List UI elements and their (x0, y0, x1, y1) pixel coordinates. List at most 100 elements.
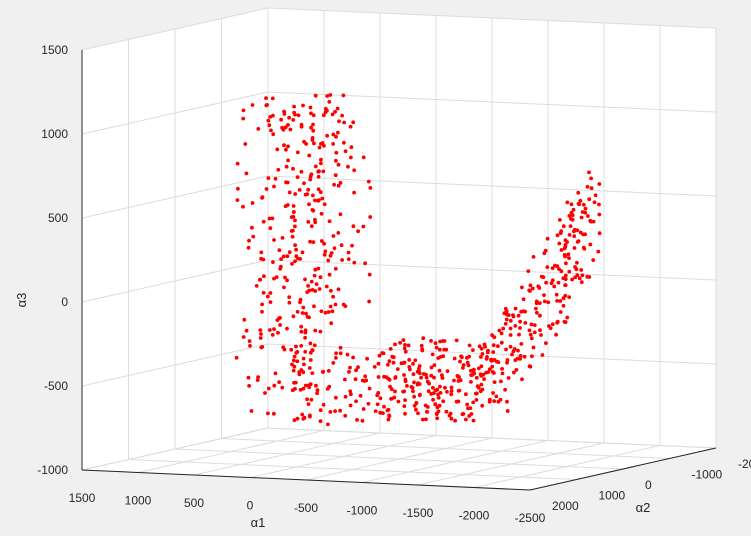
scatter-point (256, 375, 260, 379)
scatter-point (295, 150, 300, 155)
scatter-point (301, 103, 305, 108)
y-axis-label: α2 (636, 500, 651, 515)
scatter-point (467, 343, 472, 348)
scatter-point (292, 418, 297, 423)
scatter-point (299, 124, 304, 129)
scatter-point (558, 231, 563, 236)
scatter-point (235, 161, 240, 166)
scatter-point (377, 353, 382, 358)
scatter-point (327, 219, 332, 224)
scatter-point (353, 377, 358, 382)
scatter-point (313, 217, 317, 222)
scatter-point (452, 356, 457, 361)
scatter-point (309, 172, 314, 177)
scatter-point (443, 385, 447, 390)
scatter-point (572, 234, 577, 239)
scatter-point (307, 153, 312, 158)
scatter-point (433, 402, 438, 407)
scatter-point (580, 273, 585, 278)
scatter-point (349, 155, 353, 160)
scatter-point (490, 333, 494, 338)
scatter-point (299, 329, 304, 334)
scatter-point (322, 252, 327, 257)
scatter-point (249, 409, 254, 413)
scatter-point (490, 370, 495, 374)
x-axis-line (81, 469, 531, 491)
scatter-point (407, 365, 412, 369)
scatter-point (280, 236, 285, 240)
scatter-point (291, 118, 296, 122)
scatter-point (418, 392, 422, 397)
scatter-point (311, 122, 315, 127)
scatter-point (304, 142, 308, 146)
scatter-point (300, 412, 305, 417)
scatter-point (317, 145, 322, 150)
scatter-point (567, 233, 572, 237)
scatter-point (269, 128, 273, 133)
scatter-point (513, 306, 518, 311)
scatter-point (303, 328, 308, 333)
scatter-point (266, 118, 271, 123)
scatter-point (291, 166, 295, 171)
scatter-point (270, 96, 275, 101)
scatter-point (491, 343, 496, 348)
scatter-point (318, 190, 323, 195)
scatter-point (319, 161, 323, 166)
scatter-point (378, 410, 383, 415)
scatter-point (354, 399, 358, 404)
scatter-point (573, 265, 577, 269)
scatter-point (304, 311, 308, 316)
z-tick-label: -1000 (37, 463, 68, 477)
scatter-point (326, 258, 331, 263)
scatter-point (550, 322, 555, 327)
scatter-point (312, 141, 316, 146)
left-grid-line (81, 259, 269, 303)
scatter-point (390, 354, 395, 359)
scatter-point (376, 391, 381, 395)
x-tick-label: 1000 (125, 494, 152, 508)
scatter-point (256, 126, 261, 131)
scatter-point (585, 184, 590, 189)
scatter-point (401, 389, 405, 394)
scatter-point (506, 376, 511, 380)
scatter-point (361, 224, 366, 229)
floor-grid-line (128, 459, 577, 480)
scatter-point (435, 416, 440, 421)
scatter-point (432, 363, 437, 367)
scatter-point (504, 347, 508, 352)
scatter-point (530, 354, 534, 359)
scatter-point (402, 373, 406, 377)
scatter-point (518, 319, 522, 324)
scatter-point (478, 389, 483, 394)
scatter-point (505, 358, 510, 362)
scatter-point (311, 193, 315, 198)
scatter-point (272, 238, 276, 242)
scatter-point (278, 266, 283, 271)
scatter-point (314, 282, 319, 286)
scatter-point (465, 360, 470, 365)
x-tick-label: 0 (247, 499, 254, 513)
scatter-point (403, 343, 407, 347)
scatter-point (366, 401, 371, 406)
scatter-point (346, 164, 350, 169)
scatter-point (319, 142, 323, 146)
scatter-point (293, 224, 297, 229)
scatter-point (458, 359, 462, 364)
scatter-point (331, 132, 336, 137)
scatter-point (403, 411, 407, 416)
scatter-point (545, 236, 550, 241)
scatter-point (306, 284, 310, 288)
scatter-point (313, 289, 318, 293)
scatter-point (263, 391, 267, 395)
scatter-point (352, 260, 357, 265)
scatter-point (277, 380, 281, 384)
scatter-point (457, 388, 462, 393)
scatter-point (299, 324, 304, 329)
scatter-point (465, 402, 469, 407)
scatter-point (516, 348, 520, 353)
scatter-point (277, 248, 282, 253)
scatter-point (326, 369, 331, 373)
scatter-point (299, 344, 304, 348)
scatter-point (351, 355, 355, 360)
scatter-point (592, 200, 597, 205)
